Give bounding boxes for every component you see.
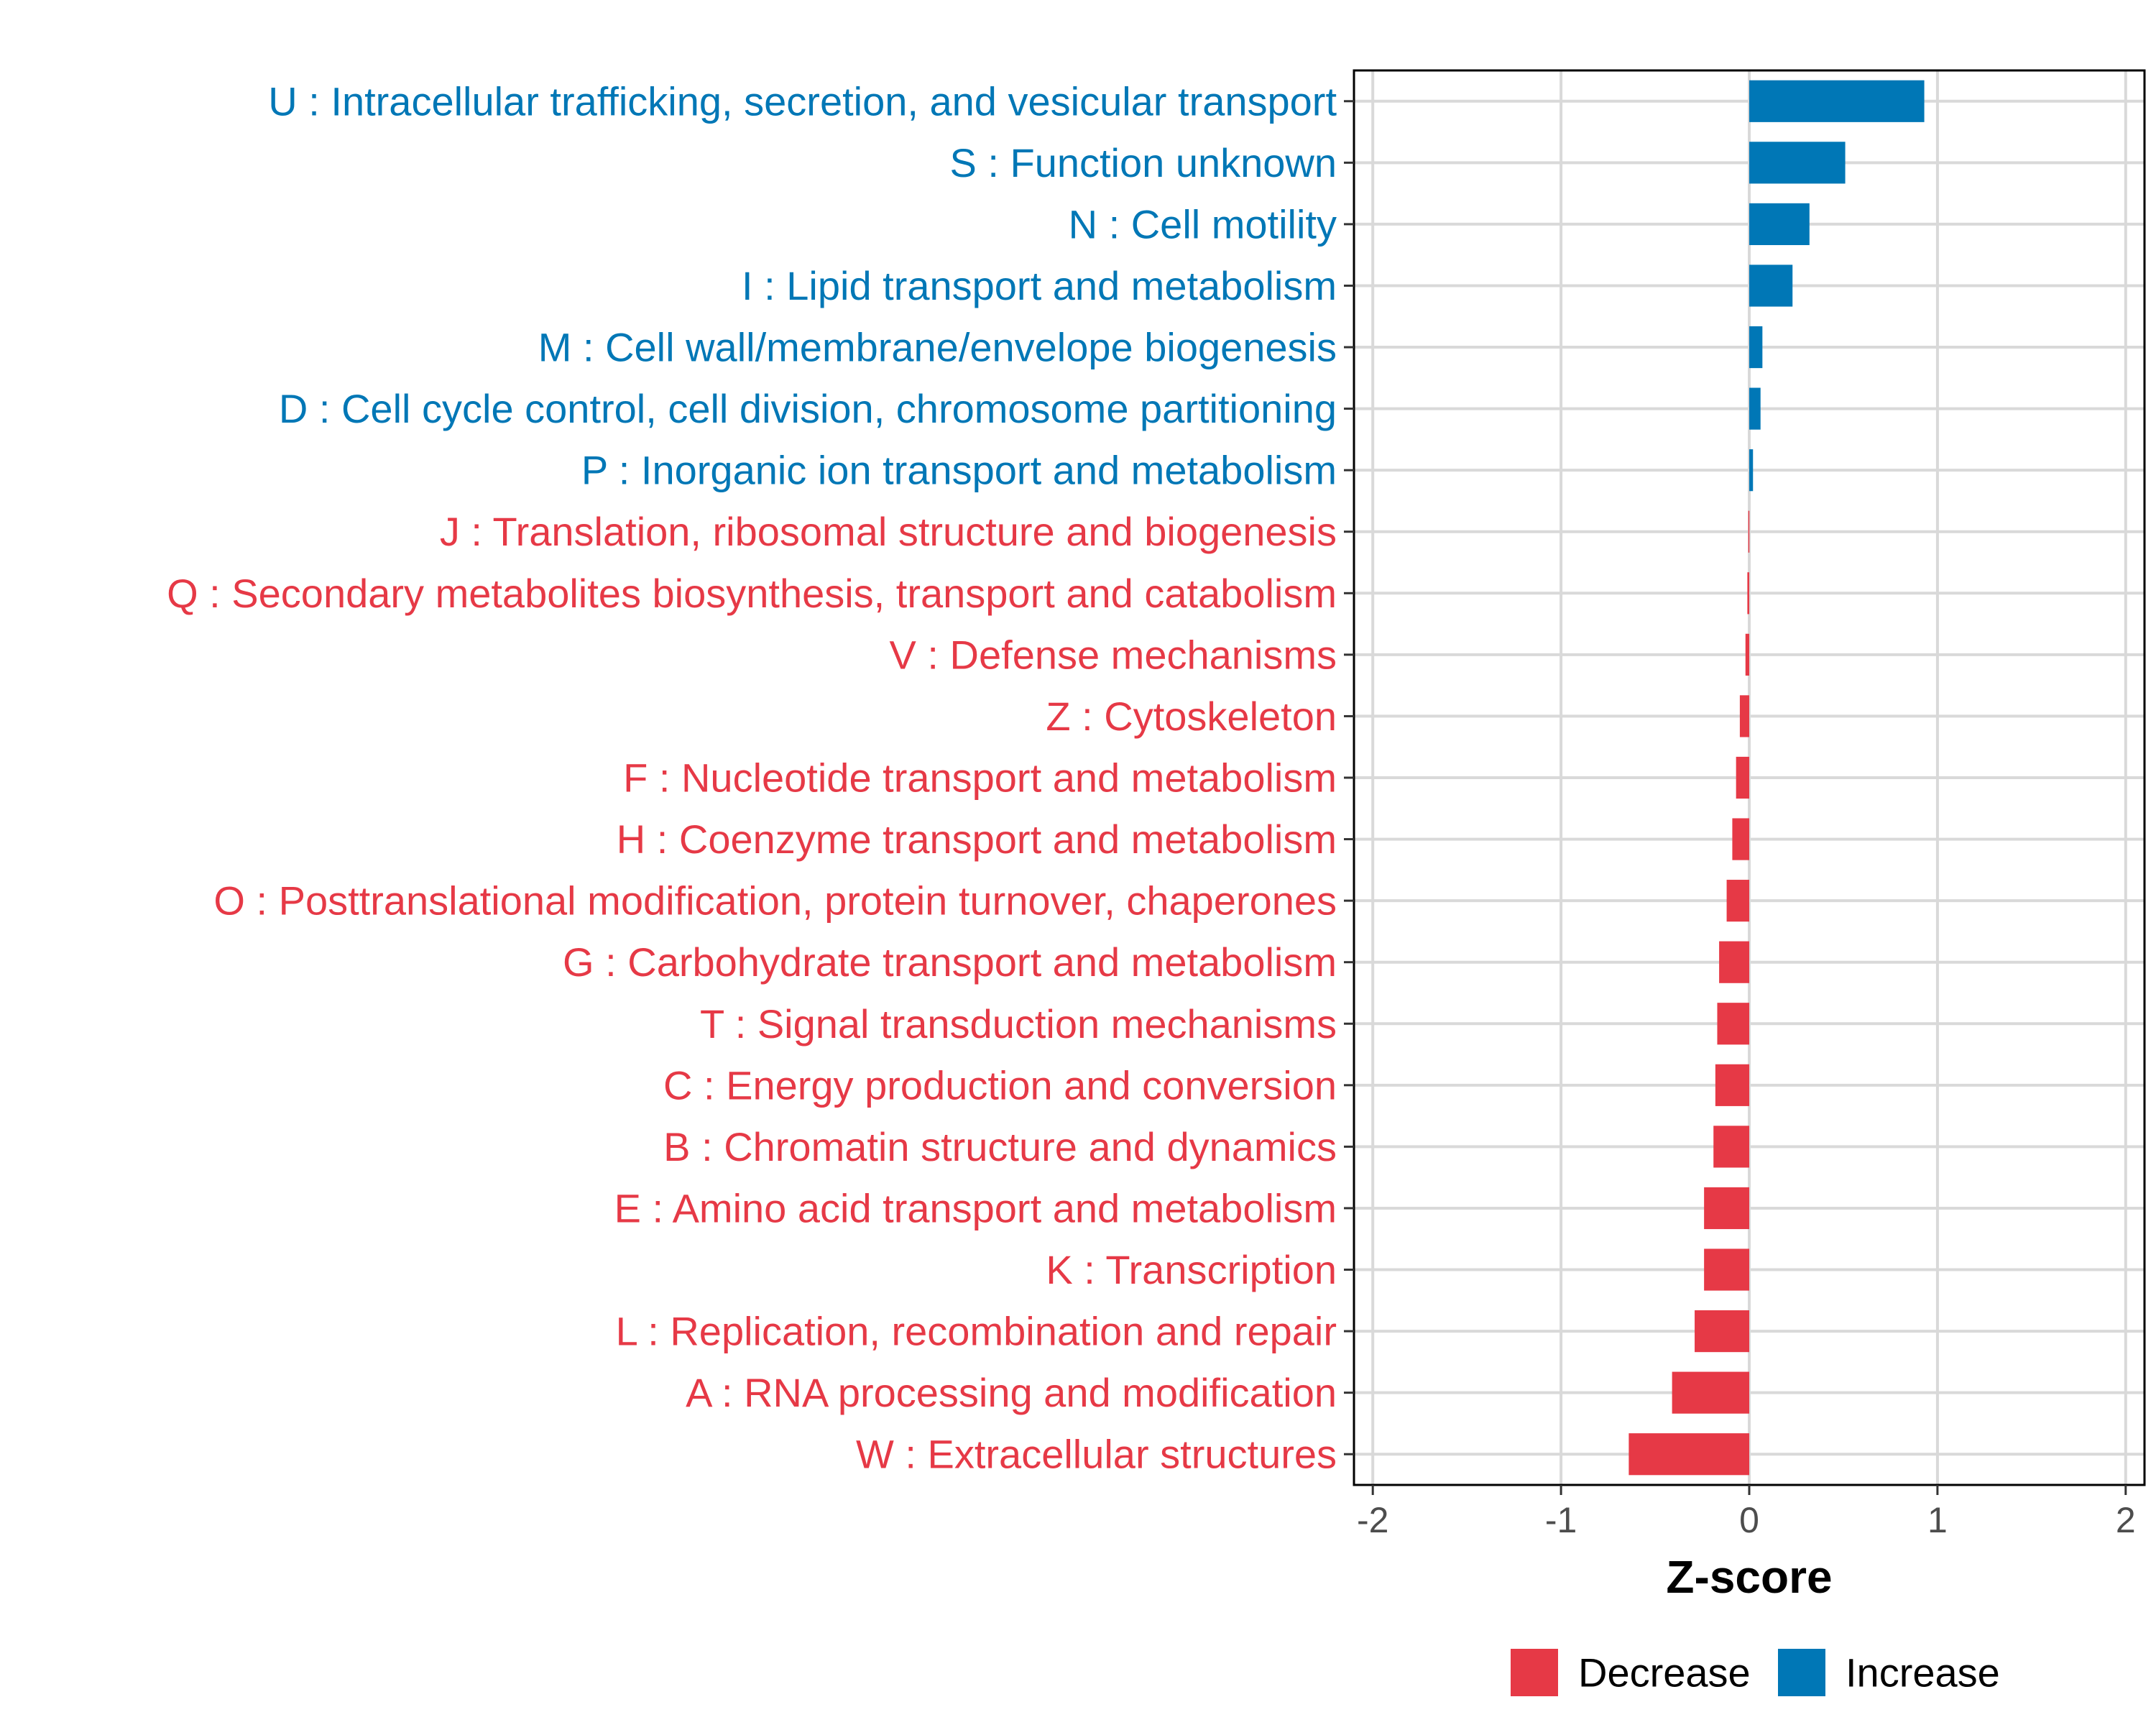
category-label: E : Amino acid transport and metabolism xyxy=(614,1185,1337,1230)
legend-swatch-decrease xyxy=(1511,1649,1558,1696)
category-label: Z : Cytoskeleton xyxy=(1046,694,1337,739)
category-label: M : Cell wall/membrane/envelope biogenes… xyxy=(538,325,1337,370)
bar xyxy=(1704,1248,1749,1291)
bar xyxy=(1748,510,1750,553)
bar xyxy=(1719,941,1749,983)
category-label: P : Inorganic ion transport and metaboli… xyxy=(581,448,1337,493)
category-label: N : Cell motility xyxy=(1069,201,1337,247)
bar xyxy=(1749,264,1793,307)
category-label: B : Chromatin structure and dynamics xyxy=(663,1124,1337,1169)
bar xyxy=(1749,80,1925,122)
bar xyxy=(1749,326,1763,369)
category-label: I : Lipid transport and metabolism xyxy=(742,263,1337,308)
x-axis-title: Z-score xyxy=(1666,1551,1832,1603)
category-label: H : Coenzyme transport and metabolism xyxy=(617,816,1337,862)
legend-swatch-increase xyxy=(1778,1649,1825,1696)
category-label: F : Nucleotide transport and metabolism xyxy=(623,755,1337,801)
category-label: T : Signal transduction mechanisms xyxy=(700,1001,1337,1046)
bar xyxy=(1749,203,1810,246)
x-tick-label: 1 xyxy=(1927,1500,1948,1540)
x-tick-label: -1 xyxy=(1545,1500,1577,1540)
category-label: D : Cell cycle control, cell division, c… xyxy=(279,386,1337,431)
legend-label-increase: Increase xyxy=(1846,1650,2000,1696)
bar xyxy=(1749,387,1761,430)
bar xyxy=(1749,449,1754,492)
bar xyxy=(1672,1371,1749,1414)
legend-label-decrease: Decrease xyxy=(1578,1650,1751,1696)
bar xyxy=(1628,1433,1749,1476)
category-label: V : Defense mechanisms xyxy=(890,632,1337,677)
category-label: U : Intracellular trafficking, secretion… xyxy=(268,78,1337,124)
bar xyxy=(1713,1126,1749,1168)
x-axis: -2 -1 0 1 2 xyxy=(1357,1485,2136,1540)
category-label: L : Replication, recombination and repai… xyxy=(616,1309,1337,1354)
category-label: C : Energy production and conversion xyxy=(663,1062,1337,1108)
bar xyxy=(1739,695,1749,737)
legend: Decrease Increase xyxy=(1511,1649,2000,1696)
bar xyxy=(1715,1064,1749,1106)
x-tick-label: 2 xyxy=(2116,1500,2136,1540)
category-label: O : Posttranslational modification, prot… xyxy=(213,878,1337,924)
category-label: S : Function unknown xyxy=(949,140,1337,185)
bar xyxy=(1726,880,1749,922)
bar xyxy=(1749,142,1846,184)
x-tick-label: 0 xyxy=(1739,1500,1759,1540)
category-label: G : Carbohydrate transport and metabolis… xyxy=(563,939,1337,985)
bar xyxy=(1745,633,1749,676)
category-label: W : Extracellular structures xyxy=(856,1432,1337,1477)
x-tick-label: -2 xyxy=(1357,1500,1388,1540)
category-label: A : RNA processing and modification xyxy=(686,1370,1337,1415)
bar xyxy=(1717,1003,1749,1045)
bar xyxy=(1695,1310,1749,1353)
bar xyxy=(1732,818,1749,860)
y-axis: U : Intracellular trafficking, secretion… xyxy=(167,78,1354,1477)
bar-layer xyxy=(1628,80,1925,1476)
bar xyxy=(1747,572,1749,615)
bar xyxy=(1704,1187,1749,1230)
category-label: Q : Secondary metabolites biosynthesis, … xyxy=(167,571,1337,616)
bar xyxy=(1736,756,1749,799)
category-label: J : Translation, ribosomal structure and… xyxy=(440,509,1337,554)
category-label: K : Transcription xyxy=(1046,1247,1337,1292)
